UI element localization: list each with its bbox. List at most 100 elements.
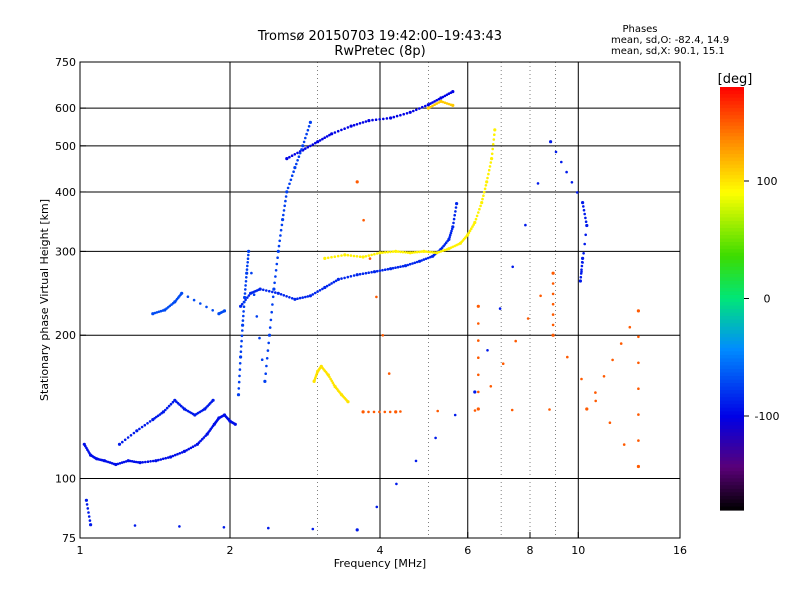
data-point — [435, 99, 439, 102]
data-point — [491, 143, 495, 146]
data-point — [582, 205, 585, 208]
data-point — [178, 452, 182, 455]
grid-lines — [80, 62, 680, 538]
data-point — [372, 270, 377, 274]
data-point — [182, 449, 186, 453]
data-point — [389, 116, 393, 120]
data-point — [87, 511, 90, 514]
data-point — [130, 460, 134, 463]
colorbar-band — [720, 330, 744, 335]
data-point — [343, 127, 346, 130]
data-point — [302, 140, 306, 144]
data-point — [637, 387, 640, 391]
data-point — [580, 268, 583, 272]
data-point — [383, 251, 387, 254]
data-point — [367, 119, 371, 123]
data-point — [180, 451, 184, 454]
data-point — [84, 498, 88, 502]
data-point — [636, 309, 641, 313]
data-point — [241, 329, 244, 332]
colorbar-band — [720, 157, 744, 162]
data-point — [473, 390, 477, 394]
colorbar-band — [720, 192, 744, 197]
data-point — [276, 249, 280, 253]
colorbar-band — [720, 206, 744, 211]
data-point — [265, 289, 268, 292]
colorbar-band — [720, 270, 744, 275]
data-point — [628, 325, 632, 329]
colorbar-label: [deg] — [718, 72, 753, 87]
data-point — [149, 460, 152, 463]
data-point — [489, 385, 493, 388]
colorbar-band — [720, 506, 744, 511]
data-point — [551, 282, 555, 285]
data-point — [306, 145, 310, 149]
y-tick-label: 750 — [55, 56, 76, 69]
data-point — [441, 95, 445, 99]
data-point — [266, 349, 270, 352]
colorbar-band — [720, 450, 744, 455]
data-point — [189, 446, 193, 450]
data-point — [584, 220, 588, 223]
data-point — [159, 458, 163, 461]
colorbar-band — [720, 481, 744, 486]
data-point — [391, 250, 395, 253]
colorbar-band — [720, 256, 744, 261]
data-point — [241, 319, 245, 322]
data-point — [582, 252, 585, 255]
data-point — [318, 289, 322, 292]
data-point — [262, 288, 265, 292]
data-point — [316, 140, 320, 144]
data-point — [156, 414, 160, 418]
data-point — [86, 507, 90, 510]
y-tick-label: 600 — [55, 102, 76, 115]
data-point — [239, 355, 243, 359]
data-point — [240, 339, 243, 343]
data-point — [153, 311, 157, 315]
data-point — [453, 413, 457, 417]
data-point — [140, 425, 144, 429]
data-point — [268, 326, 272, 329]
data-point — [361, 255, 365, 259]
data-point — [132, 431, 136, 435]
data-point — [180, 291, 184, 295]
data-point — [193, 444, 197, 447]
data-point — [133, 524, 137, 527]
data-point — [375, 295, 378, 299]
data-point — [570, 181, 574, 184]
data-point — [361, 410, 365, 414]
data-point — [285, 295, 288, 298]
data-point — [441, 249, 445, 252]
data-point — [242, 310, 245, 313]
data-point — [394, 266, 397, 270]
data-point — [447, 237, 451, 241]
data-point — [434, 436, 437, 440]
data-point — [298, 151, 302, 155]
colorbar-band — [720, 266, 744, 271]
data-point — [450, 229, 453, 233]
colorbar-band — [720, 115, 744, 120]
data-point — [560, 160, 563, 164]
colorbar-band — [720, 428, 744, 434]
x-tick-label: 10 — [571, 544, 585, 557]
data-point — [328, 283, 331, 287]
colorbar-band — [720, 333, 744, 338]
data-point — [424, 104, 427, 108]
data-point — [185, 449, 188, 452]
colorbar-band — [720, 210, 744, 215]
data-point — [402, 112, 406, 116]
data-point — [233, 422, 237, 426]
colorbar-band — [720, 404, 744, 409]
x-tick-label: 2 — [227, 544, 234, 557]
data-point — [493, 128, 497, 132]
data-point — [585, 407, 589, 411]
data-point — [117, 442, 122, 446]
data-point — [271, 290, 274, 294]
data-point — [378, 410, 381, 414]
data-point — [355, 180, 359, 184]
colorbar-band — [720, 418, 744, 423]
colorbar-band — [720, 164, 744, 169]
data-point — [123, 438, 127, 442]
data-point — [536, 182, 540, 185]
data-point — [154, 459, 158, 463]
